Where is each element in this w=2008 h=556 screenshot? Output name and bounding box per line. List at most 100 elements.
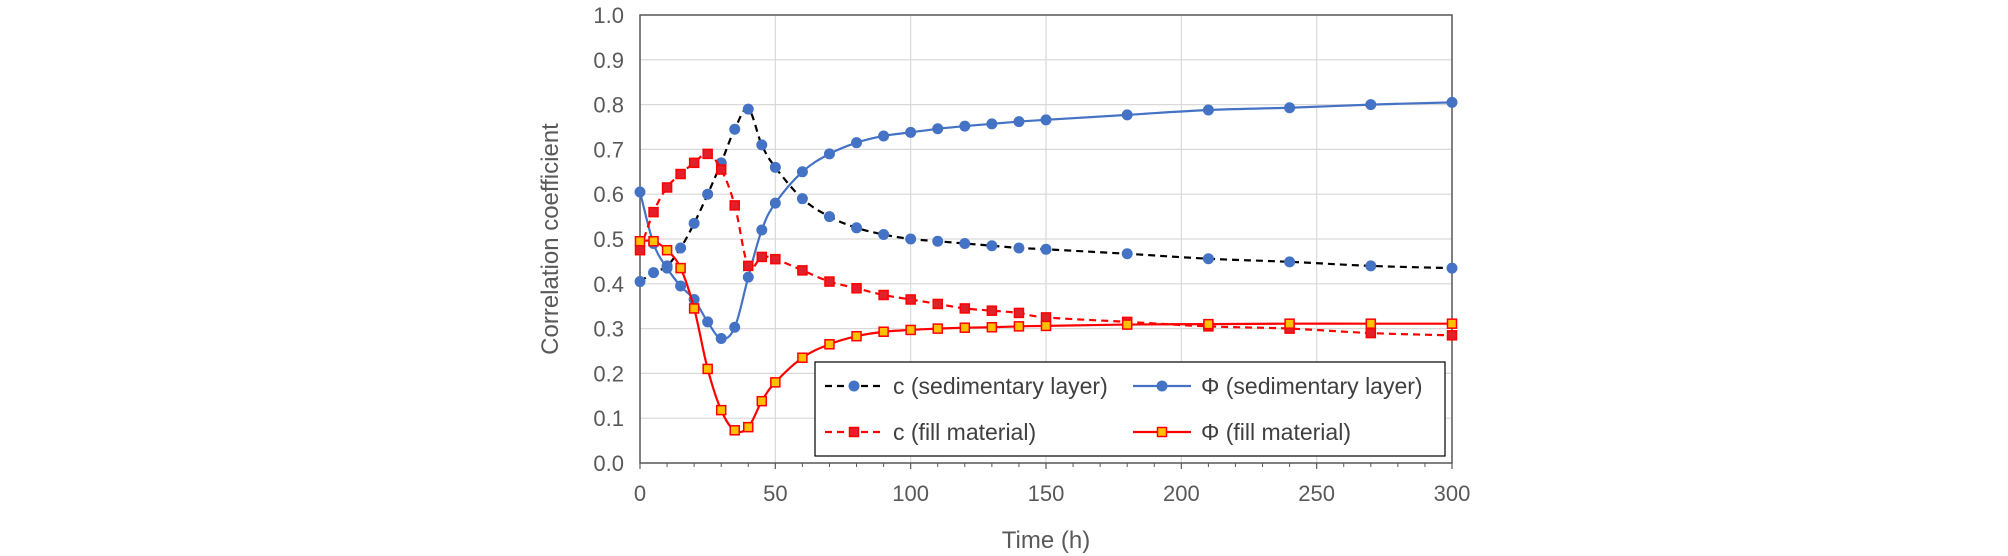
y-tick-label: 0.0	[593, 451, 624, 476]
series-3	[634, 235, 1458, 436]
data-point	[1203, 318, 1214, 330]
data-point	[959, 303, 971, 314]
data-point	[1121, 319, 1133, 330]
data-point	[905, 126, 917, 138]
data-point	[1365, 327, 1377, 339]
data-point	[769, 161, 781, 173]
legend: c (sedimentary layer) Φ (sedimentary laye…	[814, 361, 1446, 457]
legend-label: Φ (sedimentary layer)	[1201, 373, 1423, 399]
data-point	[1040, 312, 1052, 323]
data-point	[851, 222, 863, 234]
data-point	[986, 240, 998, 252]
legend-marker	[1156, 426, 1168, 438]
series-layer	[634, 96, 1458, 436]
y-tick-label: 0.5	[593, 227, 624, 252]
legend-label: c (fill material)	[893, 419, 1036, 445]
y-tick-label: 0.9	[593, 48, 624, 73]
data-point	[1040, 114, 1052, 126]
y-tick-label: 0.3	[593, 317, 624, 342]
legend-item: Φ (sedimentary layer)	[1133, 373, 1423, 399]
data-point	[797, 265, 808, 276]
data-point	[688, 157, 700, 169]
data-point	[932, 323, 943, 334]
data-point	[634, 244, 646, 256]
data-point	[648, 206, 659, 218]
legend-marker	[1156, 380, 1168, 392]
data-point	[756, 395, 768, 407]
data-point	[1284, 256, 1296, 268]
data-point	[675, 242, 687, 254]
data-point	[1446, 330, 1458, 341]
data-point	[986, 305, 998, 316]
data-point	[1446, 318, 1458, 329]
data-point	[796, 166, 808, 178]
data-point	[1013, 116, 1025, 128]
data-point	[688, 303, 700, 314]
legend-item: c (fill material)	[825, 419, 1036, 445]
data-point	[959, 120, 971, 132]
data-point	[1284, 102, 1296, 114]
data-point	[1446, 262, 1458, 274]
data-point	[797, 352, 808, 363]
data-point	[851, 283, 862, 294]
data-point	[715, 404, 727, 416]
data-point	[932, 298, 943, 310]
data-point	[986, 322, 998, 333]
data-point	[1121, 248, 1133, 260]
data-point	[1121, 109, 1133, 121]
legend-items: c (sedimentary layer) Φ (sedimentary laye…	[825, 373, 1423, 445]
data-point	[729, 123, 741, 135]
data-point	[648, 235, 659, 247]
data-point	[824, 339, 835, 350]
y-tick-label: 0.8	[593, 93, 624, 118]
data-point	[702, 363, 713, 375]
data-point	[824, 276, 835, 287]
legend-box	[814, 361, 1446, 457]
data-point	[770, 253, 781, 265]
data-point	[729, 425, 740, 436]
data-point	[905, 233, 917, 245]
legend-marker	[848, 426, 860, 438]
data-point	[729, 200, 740, 211]
data-point	[1013, 321, 1025, 332]
data-point	[851, 330, 862, 342]
data-point	[742, 103, 754, 115]
series-1	[634, 96, 1458, 344]
data-point	[1446, 96, 1458, 108]
data-point	[756, 224, 768, 236]
data-point	[756, 251, 768, 263]
data-point	[1284, 318, 1295, 329]
data-point	[905, 294, 916, 305]
x-tick-label: 100	[892, 481, 929, 506]
y-tick-label: 0.6	[593, 182, 624, 207]
data-point	[661, 244, 673, 256]
legend-item: Φ (fill material)	[1133, 419, 1351, 445]
data-point	[878, 289, 889, 301]
data-point	[796, 193, 808, 205]
data-point	[878, 130, 890, 142]
data-point	[878, 326, 889, 337]
data-point	[702, 188, 714, 200]
data-point	[661, 182, 673, 193]
legend-marker	[848, 380, 860, 392]
y-tick-label: 0.7	[593, 137, 624, 162]
data-point	[742, 271, 754, 283]
data-point	[986, 118, 998, 130]
y-tick-label: 0.1	[593, 406, 624, 431]
legend-label: c (sedimentary layer)	[893, 373, 1108, 399]
data-point	[702, 316, 714, 328]
data-point	[1040, 320, 1052, 332]
data-point	[756, 139, 768, 151]
data-point	[823, 211, 835, 223]
data-point	[905, 324, 916, 336]
data-point	[959, 322, 971, 333]
data-point	[634, 276, 646, 288]
data-point	[1202, 253, 1214, 265]
x-tick-label: 50	[763, 481, 787, 506]
x-tick-label: 250	[1298, 481, 1335, 506]
data-point	[743, 260, 754, 272]
data-point	[769, 197, 781, 209]
x-axis-title: Time (h)	[1002, 527, 1090, 554]
